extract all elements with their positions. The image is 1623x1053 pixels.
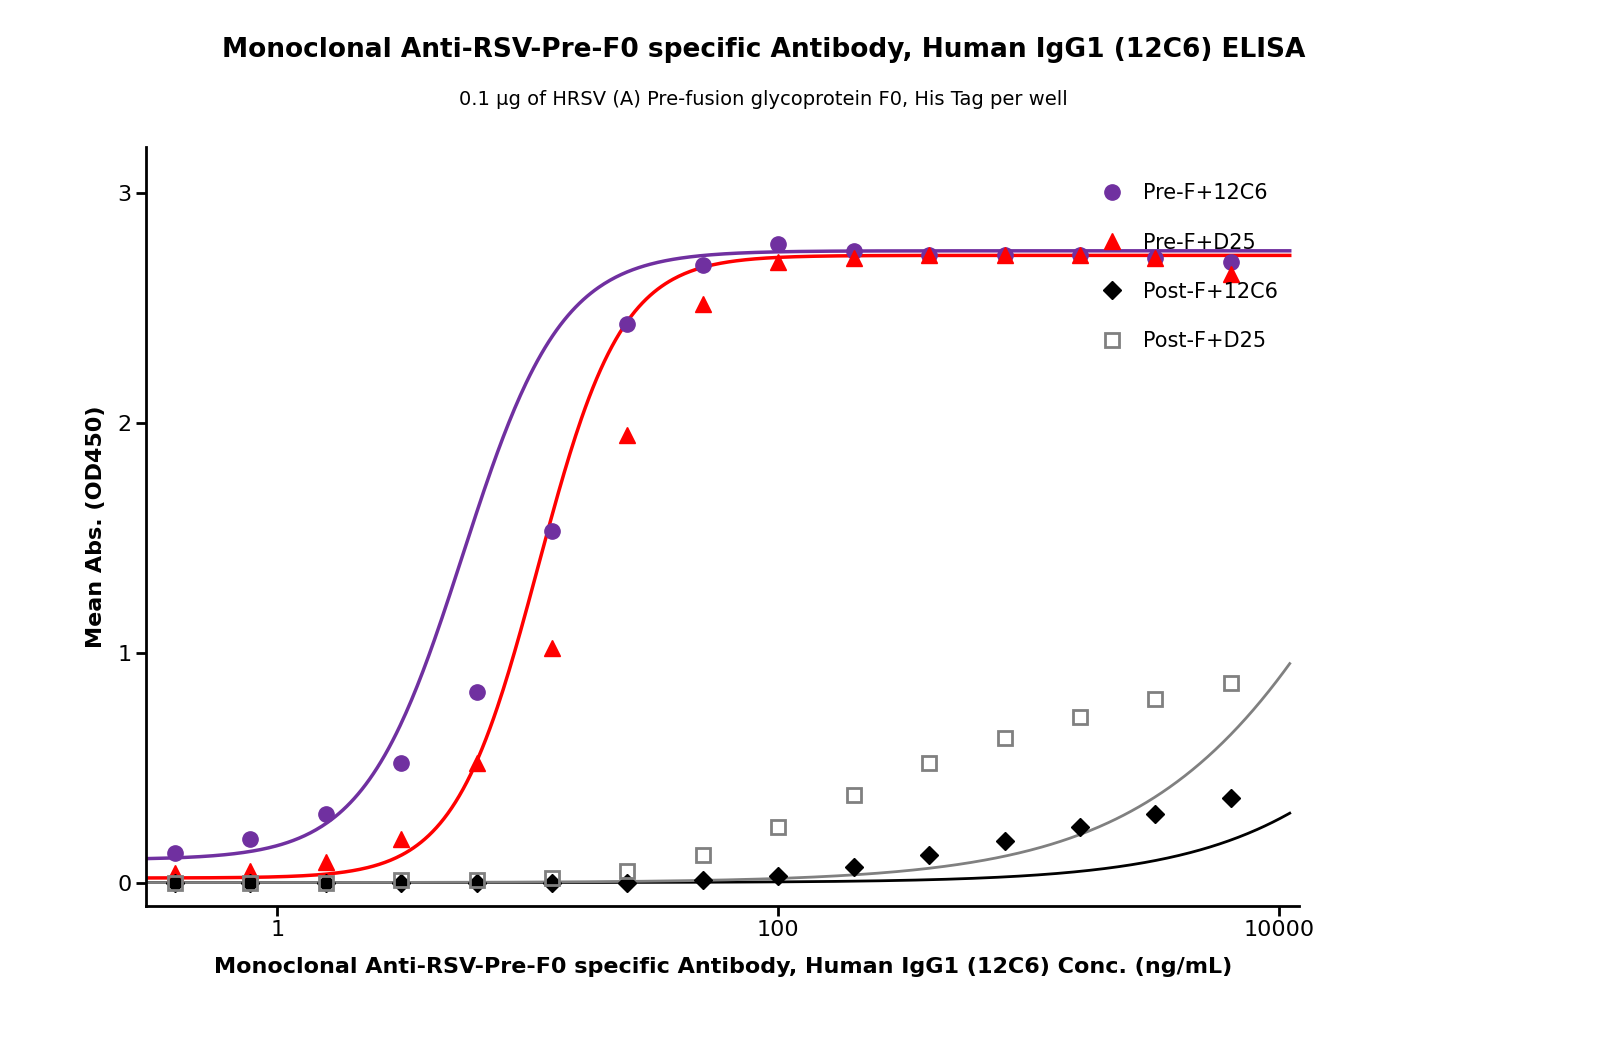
Post-F+D25 bbox=[1144, 693, 1164, 706]
Pre-F+D25 bbox=[768, 256, 787, 269]
Post-F+12C6 bbox=[995, 835, 1014, 848]
Pre-F+12C6 bbox=[1144, 252, 1164, 264]
X-axis label: Monoclonal Anti-RSV-Pre-F0 specific Antibody, Human IgG1 (12C6) Conc. (ng/mL): Monoclonal Anti-RSV-Pre-F0 specific Anti… bbox=[213, 957, 1232, 977]
Pre-F+D25 bbox=[844, 252, 863, 264]
Post-F+D25 bbox=[166, 876, 185, 889]
Pre-F+12C6 bbox=[995, 250, 1014, 262]
Pre-F+D25 bbox=[693, 297, 712, 310]
Pre-F+D25 bbox=[166, 867, 185, 879]
Post-F+D25 bbox=[919, 757, 938, 770]
Legend: Pre-F+12C6, Pre-F+D25, Post-F+12C6, Post-F+D25: Pre-F+12C6, Pre-F+D25, Post-F+12C6, Post… bbox=[1083, 173, 1289, 361]
Pre-F+12C6 bbox=[391, 757, 411, 770]
Post-F+12C6 bbox=[1144, 808, 1164, 820]
Post-F+12C6 bbox=[240, 876, 260, 889]
Post-F+12C6 bbox=[919, 849, 938, 861]
Post-F+D25 bbox=[315, 876, 334, 889]
Post-F+D25 bbox=[693, 849, 712, 861]
Pre-F+12C6 bbox=[240, 833, 260, 846]
Post-F+D25 bbox=[240, 876, 260, 889]
Post-F+D25 bbox=[391, 874, 411, 887]
Post-F+D25 bbox=[617, 865, 636, 877]
Pre-F+D25 bbox=[1220, 267, 1240, 280]
Post-F+D25 bbox=[542, 872, 562, 885]
Post-F+D25 bbox=[466, 874, 485, 887]
Pre-F+12C6 bbox=[768, 238, 787, 251]
Pre-F+D25 bbox=[1070, 250, 1089, 262]
Text: Monoclonal Anti-RSV-Pre-F0 specific Antibody, Human IgG1 (12C6) ELISA: Monoclonal Anti-RSV-Pre-F0 specific Anti… bbox=[221, 37, 1305, 63]
Post-F+D25 bbox=[995, 732, 1014, 744]
Pre-F+12C6 bbox=[166, 847, 185, 859]
Pre-F+12C6 bbox=[466, 686, 485, 698]
Line: Pre-F+12C6: Pre-F+12C6 bbox=[167, 236, 1238, 860]
Post-F+12C6 bbox=[768, 870, 787, 882]
Pre-F+12C6 bbox=[1070, 250, 1089, 262]
Post-F+12C6 bbox=[1070, 821, 1089, 834]
Pre-F+D25 bbox=[919, 250, 938, 262]
Post-F+12C6 bbox=[1220, 791, 1240, 803]
Pre-F+D25 bbox=[391, 833, 411, 846]
Text: 0.1 μg of HRSV (A) Pre-fusion glycoprotein F0, His Tag per well: 0.1 μg of HRSV (A) Pre-fusion glycoprote… bbox=[459, 90, 1066, 108]
Pre-F+D25 bbox=[240, 865, 260, 877]
Pre-F+D25 bbox=[542, 642, 562, 655]
Pre-F+12C6 bbox=[542, 524, 562, 537]
Post-F+D25 bbox=[844, 789, 863, 801]
Pre-F+12C6 bbox=[1220, 256, 1240, 269]
Pre-F+D25 bbox=[466, 757, 485, 770]
Pre-F+12C6 bbox=[693, 258, 712, 271]
Line: Post-F+D25: Post-F+D25 bbox=[167, 676, 1237, 890]
Post-F+12C6 bbox=[315, 876, 334, 889]
Pre-F+D25 bbox=[1144, 252, 1164, 264]
Pre-F+12C6 bbox=[919, 250, 938, 262]
Pre-F+D25 bbox=[995, 250, 1014, 262]
Post-F+12C6 bbox=[466, 876, 485, 889]
Line: Post-F+12C6: Post-F+12C6 bbox=[169, 792, 1237, 889]
Post-F+D25 bbox=[1070, 711, 1089, 723]
Post-F+D25 bbox=[768, 821, 787, 834]
Line: Pre-F+D25: Pre-F+D25 bbox=[167, 247, 1238, 881]
Post-F+12C6 bbox=[391, 876, 411, 889]
Post-F+12C6 bbox=[166, 876, 185, 889]
Post-F+12C6 bbox=[617, 876, 636, 889]
Post-F+12C6 bbox=[542, 876, 562, 889]
Pre-F+12C6 bbox=[844, 244, 863, 257]
Y-axis label: Mean Abs. (OD450): Mean Abs. (OD450) bbox=[86, 405, 105, 648]
Pre-F+12C6 bbox=[315, 808, 334, 820]
Post-F+12C6 bbox=[844, 860, 863, 873]
Pre-F+D25 bbox=[617, 429, 636, 441]
Post-F+12C6 bbox=[693, 874, 712, 887]
Pre-F+D25 bbox=[315, 856, 334, 869]
Pre-F+12C6 bbox=[617, 318, 636, 331]
Post-F+D25 bbox=[1220, 676, 1240, 689]
